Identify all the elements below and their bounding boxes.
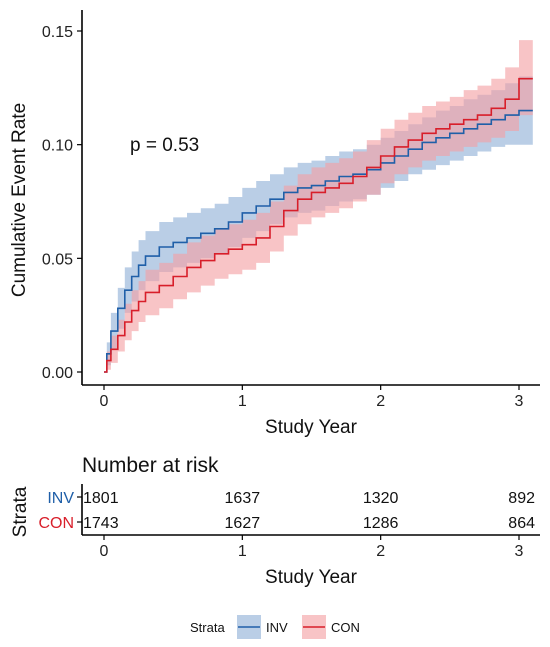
legend-label: CON <box>331 620 360 635</box>
legend-title: Strata <box>190 620 225 635</box>
legend-label: INV <box>266 620 288 635</box>
y-tick-label: 0.00 <box>42 365 73 382</box>
risk-cell: 864 <box>508 515 535 532</box>
risk-row-label-con: CON <box>38 515 74 532</box>
risk-table-x-ticks: 0 1 2 3 <box>100 535 524 560</box>
p-value-annotation: p = 0.53 <box>130 135 199 156</box>
risk-table-rows: INV 1801 1637 1320 892 CON 1743 1627 1286 864 <box>38 490 535 532</box>
risk-cell: 1801 <box>83 490 119 507</box>
band-con <box>104 40 533 372</box>
curve-inv <box>104 109 533 373</box>
risk-table: Number at risk Strata INV 1801 1637 1320 892… <box>10 454 540 588</box>
risk-x-tick-label: 0 <box>100 543 109 560</box>
risk-x-tick-label: 3 <box>515 543 524 560</box>
event-curves <box>104 77 533 373</box>
y-tick-label: 0.10 <box>42 138 73 155</box>
risk-x-tick-label: 2 <box>376 543 385 560</box>
x-ticks: 0 1 2 3 <box>100 385 524 410</box>
risk-cell: 1286 <box>363 515 399 532</box>
x-tick-label: 1 <box>238 393 247 410</box>
main-plot: 0.00 0.05 0.10 0.15 0 1 2 3 p = 0.53 Study Yea… <box>9 10 540 438</box>
risk-cell: 1320 <box>363 490 399 507</box>
risk-table-strata-label: Strata <box>10 486 31 537</box>
x-tick-label: 0 <box>100 393 109 410</box>
legend-item-inv: INV <box>237 615 288 639</box>
risk-cell: 1743 <box>83 515 119 532</box>
y-tick-label: 0.15 <box>42 24 73 41</box>
curve-con <box>104 77 533 373</box>
risk-cell: 1627 <box>225 515 261 532</box>
risk-cell: 1637 <box>225 490 261 507</box>
legend-item-con: CON <box>302 615 360 639</box>
risk-cell: 892 <box>508 490 535 507</box>
y-ticks: 0.00 0.05 0.10 0.15 <box>42 24 82 382</box>
risk-row-label-inv: INV <box>47 490 74 507</box>
y-axis-label: Cumulative Event Rate <box>9 103 30 297</box>
risk-x-tick-label: 1 <box>238 543 247 560</box>
legend-items: INV CON <box>237 615 360 639</box>
x-tick-label: 3 <box>515 393 524 410</box>
risk-table-title: Number at risk <box>82 454 219 477</box>
confidence-bands <box>104 40 533 372</box>
y-tick-label: 0.05 <box>42 251 73 268</box>
x-axis-label: Study Year <box>265 417 358 438</box>
risk-table-x-axis-label: Study Year <box>265 567 358 588</box>
legend: Strata INV CON <box>190 615 360 639</box>
x-tick-label: 2 <box>376 393 385 410</box>
